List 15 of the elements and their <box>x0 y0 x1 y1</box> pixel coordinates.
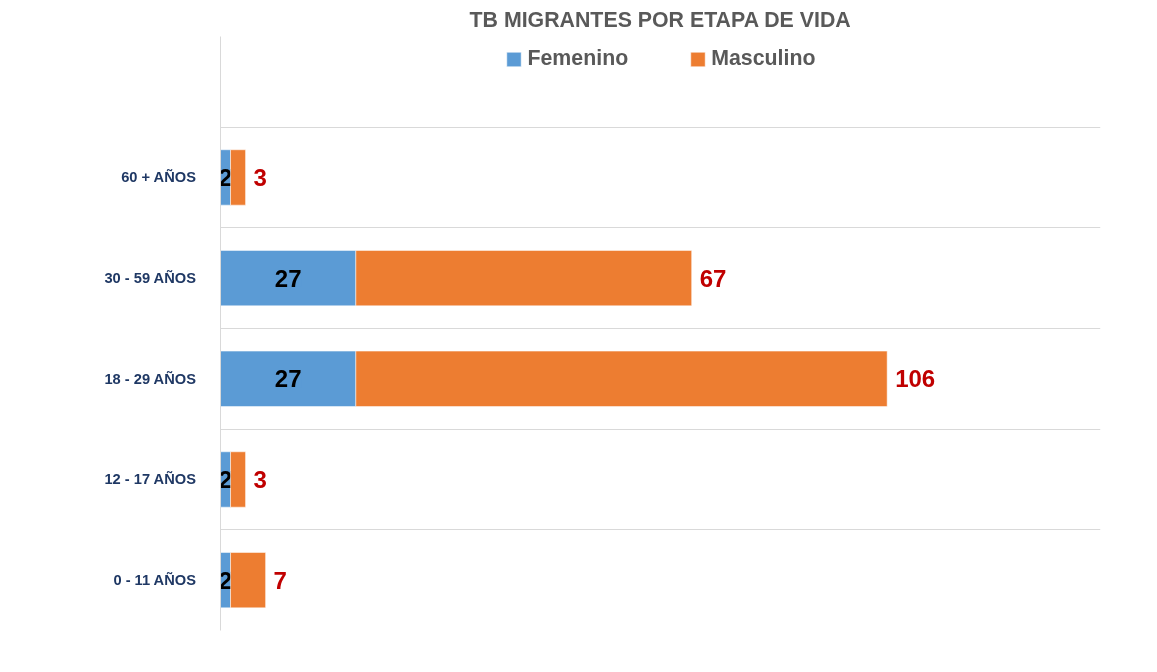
y-tick-label: 18 - 29 AÑOS <box>104 369 197 387</box>
data-label: 7 <box>273 566 287 594</box>
y-tick-label: 0 - 11 AÑOS <box>113 571 197 589</box>
data-label: 3 <box>253 163 267 191</box>
legend-label: Femenino <box>527 46 629 71</box>
legend-label: Masculino <box>711 46 816 71</box>
data-label: 3 <box>253 465 267 493</box>
chart-title: TB MIGRANTES POR ETAPA DE VIDA <box>469 7 851 32</box>
y-tick-label: 12 - 17 AÑOS <box>104 470 197 488</box>
data-label: 106 <box>895 365 936 393</box>
data-label: 27 <box>274 264 302 292</box>
data-label: 27 <box>274 365 302 393</box>
y-tick-label: 60 + AÑOS <box>121 168 197 186</box>
y-tick-label: 30 - 59 AÑOS <box>104 269 197 287</box>
data-label: 67 <box>699 264 727 292</box>
